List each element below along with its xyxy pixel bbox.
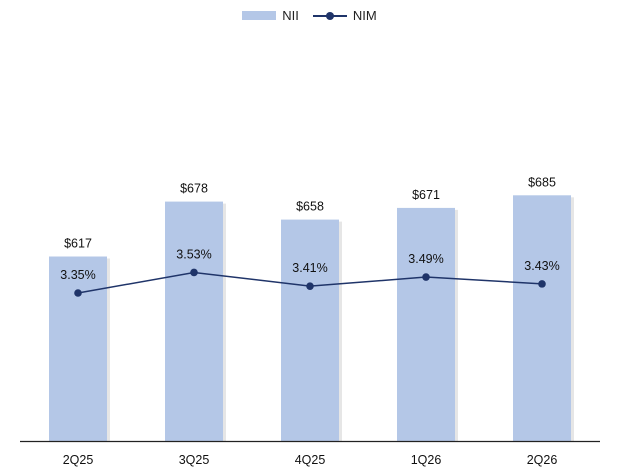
chart-legend: NII NIM xyxy=(0,8,619,23)
bar-label-3Q25: $678 xyxy=(180,182,208,196)
bar-nii-3Q25 xyxy=(165,201,223,441)
nim-point-2Q26 xyxy=(538,280,546,288)
legend-swatch-nim xyxy=(312,10,347,22)
legend-label-nii: NII xyxy=(282,8,299,23)
bar-label-1Q26: $671 xyxy=(412,188,440,202)
bar-label-2Q25: $617 xyxy=(64,237,92,251)
bar-label-2Q26: $685 xyxy=(528,175,556,189)
nim-point-2Q25 xyxy=(74,289,82,297)
bar-nii-2Q25 xyxy=(49,256,107,441)
legend-item-nim: NIM xyxy=(312,8,377,23)
nim-label-1Q26: 3.49% xyxy=(408,252,443,266)
nim-point-3Q25 xyxy=(190,268,198,277)
bar-label-4Q25: $658 xyxy=(296,200,324,214)
nim-point-4Q25 xyxy=(306,282,314,290)
x-tick-label-2Q26: 2Q26 xyxy=(527,453,558,467)
nim-label-4Q25: 3.41% xyxy=(292,261,327,275)
legend-item-nii: NII xyxy=(242,8,299,23)
bar-nii-1Q26 xyxy=(397,207,455,441)
x-tick-label-1Q26: 1Q26 xyxy=(411,453,442,467)
nim-label-2Q25: 3.35% xyxy=(60,268,95,282)
nim-point-1Q26 xyxy=(422,273,430,281)
x-tick-label-2Q25: 2Q25 xyxy=(63,453,94,467)
bar-nii-4Q25 xyxy=(281,219,339,441)
bar-nii-2Q26 xyxy=(513,195,571,441)
nim-label-3Q25: 3.53% xyxy=(176,247,211,261)
nim-label-2Q26: 3.43% xyxy=(524,259,559,273)
legend-label-nim: NIM xyxy=(352,8,377,23)
x-tick-label-4Q25: 4Q25 xyxy=(295,453,326,467)
x-tick-label-3Q25: 3Q25 xyxy=(179,453,210,467)
legend-swatch-nii xyxy=(242,11,277,20)
